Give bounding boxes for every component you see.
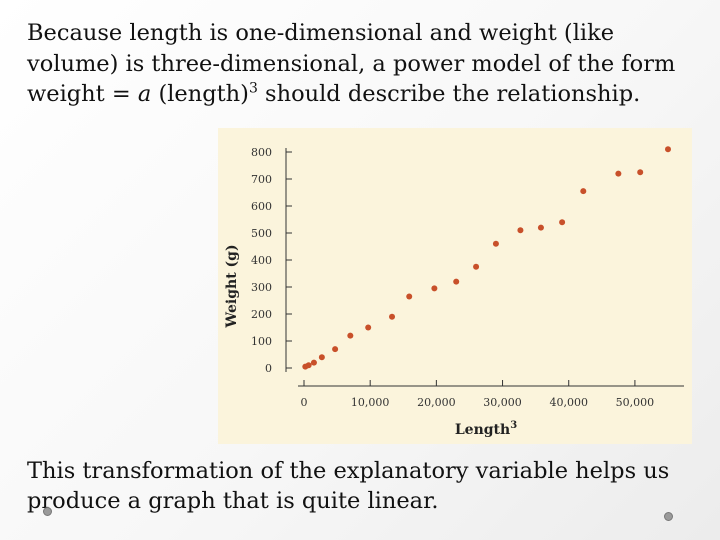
plot-background [218, 128, 692, 444]
scatter-chart: 0 100 200 300 400 500 600 700 800 0 10,000 20,000 30… [218, 128, 692, 444]
bullet-dot-right [664, 512, 673, 521]
y-tick-label: 300 [251, 281, 272, 294]
data-point [406, 293, 413, 300]
data-point [615, 170, 622, 177]
intro-variable-a: a [137, 81, 152, 107]
x-axis-label: Length3 [455, 420, 517, 438]
data-point [310, 359, 317, 366]
data-point [453, 278, 460, 285]
intro-part-3: should describe the relationship. [257, 81, 641, 107]
y-tick-label: 700 [251, 173, 272, 186]
data-point [537, 224, 544, 231]
data-point [517, 227, 524, 234]
y-tick-label: 800 [251, 146, 272, 159]
intro-part-1: Because length is one-dimensional and we… [27, 20, 676, 107]
x-tick-label: 30,000 [483, 396, 521, 409]
y-tick-label: 100 [251, 335, 272, 348]
x-tick-label: 50,000 [616, 396, 655, 409]
y-tick-label: 200 [251, 308, 272, 321]
data-point [492, 240, 499, 247]
data-point [332, 346, 339, 353]
outro-text: This transformation of the explanatory v… [27, 458, 670, 514]
intro-exponent: 3 [248, 80, 258, 97]
x-tick-label: 20,000 [417, 396, 456, 409]
y-tick-label: 400 [251, 254, 272, 267]
y-tick-label: 0 [265, 362, 272, 375]
axes: 0 100 200 300 400 500 600 700 800 0 10,000 20,000 30… [251, 146, 684, 409]
data-point [559, 219, 566, 226]
x-tick-label: 10,000 [351, 396, 390, 409]
scatter-chart-svg: 0 100 200 300 400 500 600 700 800 0 10,000 20,000 30… [218, 128, 692, 444]
y-tick-label: 600 [251, 200, 272, 213]
data-point [473, 263, 480, 270]
data-point [305, 362, 312, 369]
data-point [637, 169, 644, 176]
intro-text: Because length is one-dimensional and we… [27, 18, 687, 110]
data-point [389, 313, 396, 320]
x-axis-label-exponent: 3 [510, 420, 517, 431]
x-tick-label: 0 [301, 396, 308, 409]
data-point [665, 146, 671, 153]
data-point [580, 188, 587, 195]
data-point [365, 324, 372, 331]
intro-part-2: (length) [151, 81, 249, 107]
data-point [318, 354, 325, 361]
data-point [431, 285, 438, 292]
y-axis-label: Weight (g) [224, 244, 240, 328]
data-points [302, 146, 671, 370]
x-tick-label: 40,000 [549, 396, 588, 409]
y-tick-label: 500 [251, 227, 272, 240]
data-point [347, 332, 354, 339]
x-axis-label-text: Length [455, 422, 510, 438]
bullet-dot-left [43, 507, 52, 516]
